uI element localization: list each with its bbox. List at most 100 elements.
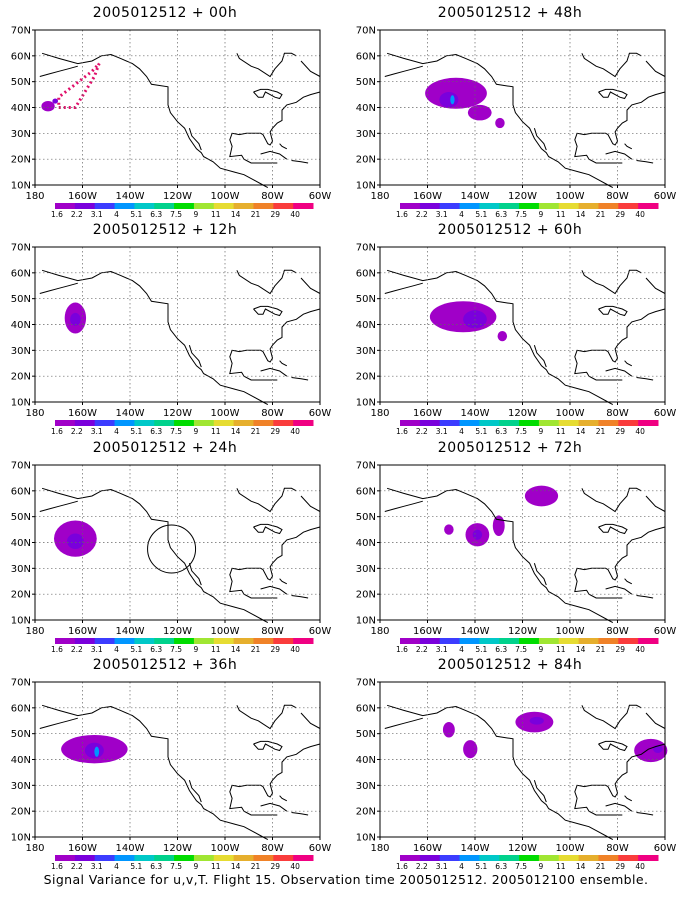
colorbar-label: 2.2 [416,862,428,871]
colorbar-label: 1.6 [396,645,408,654]
latitude-label: 70N [11,461,31,472]
longitude-label: 160W [413,626,442,637]
longitude-label: 80W [606,408,629,419]
panel-title: 2005012512 + 24h [92,440,238,456]
colorbar-swatch [618,420,639,426]
colorbar-label: 5.1 [130,645,142,654]
colorbar-swatch [154,638,175,644]
variance-contour [70,312,81,326]
latitude-label: 40N [356,320,376,331]
longitude-label: 80W [261,408,284,419]
coastline [41,487,269,624]
longitude-label: 100W [556,191,585,202]
colorbar-swatch [499,420,520,426]
map-panel: 2005012512 + 48h 70N 60N 50N 40N 30N 20N 10N 180… [345,5,677,220]
latitude-label: 60N [11,486,31,497]
colorbar-swatch [578,638,599,644]
colorbar-swatch [193,420,215,426]
coastline [236,269,297,295]
coastline [229,743,321,816]
longitude-label: 100W [211,626,240,637]
colorbar-swatch [499,855,520,861]
longitude-label: 160W [68,843,97,854]
colorbar-label: 21 [251,210,261,219]
coastline [260,367,288,377]
colorbar-swatch [538,855,560,861]
longitude-label: 120W [508,408,537,419]
colorbar-label: 7.5 [515,427,527,436]
colorbar-swatch [638,420,659,426]
colorbar-label: 1.6 [396,862,408,871]
colorbar-label: 11 [556,210,566,219]
longitude-label: 100W [211,408,240,419]
latitude-label: 30N [356,564,376,575]
coastline [39,717,78,729]
colorbar-label: 1.6 [51,862,63,871]
colorbar-swatch [174,638,195,644]
colorbar-swatch [193,638,215,644]
coastline [229,308,321,381]
coastline [574,91,666,164]
coastline [598,740,628,752]
coastline [384,282,423,294]
colorbar-swatch [578,855,599,861]
latitude-label: 40N [356,755,376,766]
variance-contour [467,104,492,121]
colorbar-swatch [74,203,96,209]
colorbar-label: 21 [251,862,261,871]
coastline [384,500,423,512]
colorbar-label: 6.3 [150,427,162,436]
colorbar-label: 2.2 [416,645,428,654]
colorbar-label: 40 [290,210,300,219]
longitude-label: 160W [68,626,97,637]
coastline [636,377,654,381]
longitude-label: 160W [68,191,97,202]
latitude-label: 30N [11,564,31,575]
colorbar-label: 21 [596,427,606,436]
map-panel: 2005012512 + 84h 70N 60N 50N 40N 30N 20N 10N 180… [345,657,677,871]
panel-title: 2005012512 + 60h [437,222,583,238]
colorbar-label: 9 [539,210,544,219]
coastline [605,150,633,160]
colorbar-swatch [94,638,116,644]
longitude-label: 160W [413,408,442,419]
longitude-label: 160W [413,191,442,202]
variance-contour [653,745,663,754]
coastline [260,802,288,812]
longitude-label: 180 [25,626,44,637]
colorbar-swatch [519,420,540,426]
colorbar-swatch [55,203,76,209]
panel-title: 2005012512 + 72h [437,440,583,456]
coastline [533,563,547,586]
coastline [605,802,633,812]
latitude-label: 40N [11,538,31,549]
colorbar-label: 7.5 [515,210,527,219]
latitude-label: 30N [356,346,376,357]
variance-contour [529,716,544,725]
colorbar-label: 14 [231,645,241,654]
coastline [279,143,288,150]
colorbar-label: 6.3 [495,645,507,654]
longitude-label: 60W [309,843,332,854]
latitude-label: 30N [11,781,31,792]
colorbar-swatch [598,420,619,426]
longitude-label: 60W [309,626,332,637]
longitude-label: 140W [116,408,145,419]
colorbar-swatch [55,855,76,861]
longitude-label: 80W [261,626,284,637]
variance-contour [439,92,459,108]
colorbar-swatch [419,420,441,426]
coastline [253,740,283,752]
variance-contour [463,740,478,759]
coastline [624,795,633,802]
colorbar-swatch [578,203,599,209]
latitude-label: 40N [11,103,31,114]
colorbar-swatch [154,855,175,861]
colorbar-label: 6.3 [150,210,162,219]
colorbar-swatch [74,638,96,644]
colorbar-swatch [273,420,294,426]
coastline [39,65,78,77]
